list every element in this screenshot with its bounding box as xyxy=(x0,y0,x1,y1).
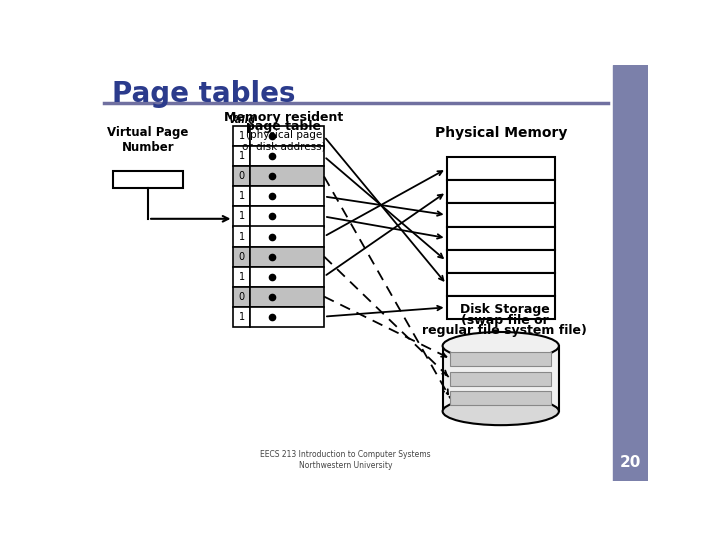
Text: EECS 213 Introduction to Computer Systems
Northwestern University: EECS 213 Introduction to Computer System… xyxy=(261,450,431,470)
Bar xyxy=(251,206,324,226)
Bar xyxy=(251,146,324,166)
Text: 20: 20 xyxy=(619,455,641,470)
Ellipse shape xyxy=(443,397,559,425)
Text: Page tables: Page tables xyxy=(112,80,295,108)
Bar xyxy=(233,267,251,287)
Bar xyxy=(233,247,251,267)
Bar xyxy=(251,287,324,307)
Bar xyxy=(451,372,551,386)
Bar xyxy=(446,157,555,180)
Bar xyxy=(233,226,251,247)
Bar xyxy=(251,247,324,267)
Bar xyxy=(233,307,251,327)
Text: Physical Memory: Physical Memory xyxy=(435,126,567,140)
Ellipse shape xyxy=(443,332,559,360)
Bar xyxy=(251,267,324,287)
Bar xyxy=(251,226,324,247)
Bar xyxy=(613,65,648,481)
Bar xyxy=(233,146,251,166)
Bar xyxy=(443,346,559,411)
Bar xyxy=(233,186,251,206)
Bar xyxy=(446,180,555,204)
Bar xyxy=(233,166,251,186)
Bar xyxy=(446,249,555,273)
Text: 1: 1 xyxy=(239,272,245,281)
Bar xyxy=(251,186,324,206)
Bar xyxy=(446,296,555,319)
Text: Memory resident: Memory resident xyxy=(224,111,343,124)
Bar xyxy=(233,206,251,226)
Text: Valid: Valid xyxy=(228,115,256,125)
Text: 1: 1 xyxy=(239,151,245,161)
Bar xyxy=(251,126,324,146)
Bar xyxy=(446,204,555,226)
Text: 1: 1 xyxy=(239,312,245,322)
Text: Virtual Page
Number: Virtual Page Number xyxy=(107,126,189,154)
Bar xyxy=(446,273,555,296)
Bar xyxy=(446,226,555,249)
Text: 1: 1 xyxy=(239,131,245,141)
Bar xyxy=(251,166,324,186)
Bar xyxy=(451,392,551,406)
Bar xyxy=(113,171,183,188)
Text: (physical page
or disk address): (physical page or disk address) xyxy=(242,130,325,152)
Text: regular file system file): regular file system file) xyxy=(422,323,587,336)
Text: (swap file or: (swap file or xyxy=(461,314,549,327)
Bar xyxy=(451,352,551,366)
Text: page table: page table xyxy=(246,120,321,133)
Text: 1: 1 xyxy=(239,212,245,221)
Text: 1: 1 xyxy=(239,192,245,201)
Text: 1: 1 xyxy=(239,232,245,241)
Text: 0: 0 xyxy=(239,252,245,261)
Bar xyxy=(233,287,251,307)
Text: 0: 0 xyxy=(239,172,245,181)
Bar xyxy=(233,126,251,146)
Bar xyxy=(251,307,324,327)
Text: Disk Storage: Disk Storage xyxy=(460,303,549,316)
Text: 0: 0 xyxy=(239,292,245,301)
